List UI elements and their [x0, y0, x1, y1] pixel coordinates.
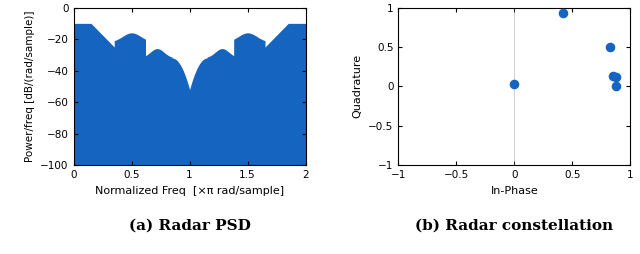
Point [608, 74, 618, 78]
Point [509, 82, 520, 86]
Y-axis label: Quadrature: Quadrature [353, 54, 363, 118]
Text: (b) Radar constellation: (b) Radar constellation [415, 219, 614, 233]
Point [611, 75, 621, 79]
Point [604, 45, 614, 49]
Y-axis label: Power/freq [dB/(rad/sample)]: Power/freq [dB/(rad/sample)] [25, 11, 35, 162]
X-axis label: In-Phase: In-Phase [490, 185, 538, 196]
Text: (a) Radar PSD: (a) Radar PSD [129, 219, 250, 233]
X-axis label: Normalized Freq  [×π rad/sample]: Normalized Freq [×π rad/sample] [95, 185, 284, 196]
Point [558, 11, 568, 15]
Point [611, 84, 621, 88]
